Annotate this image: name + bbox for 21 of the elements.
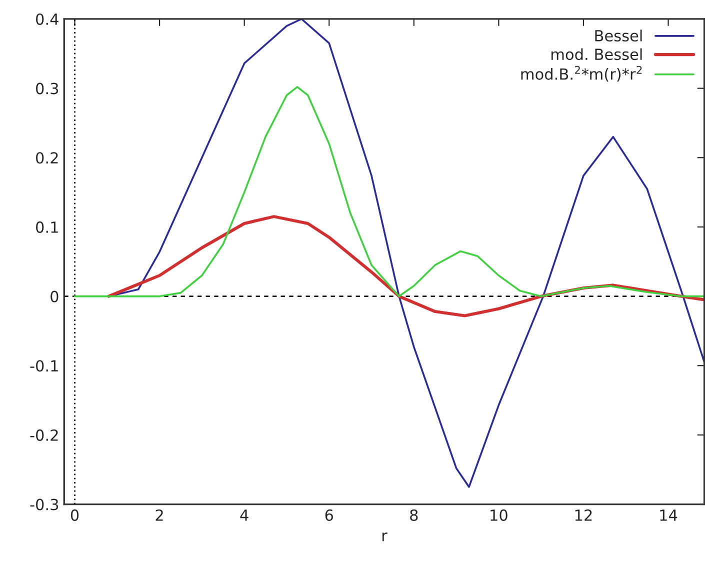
x-tick-label: 6 bbox=[325, 509, 334, 521]
x-tick-label: 2 bbox=[156, 509, 163, 521]
y-tick-label: -0.2 bbox=[30, 429, 58, 441]
y-tick-label: 0 bbox=[50, 290, 58, 302]
y-tick-label: 0.2 bbox=[36, 152, 58, 164]
line-series bbox=[74, 86, 704, 298]
x-axis-title: r bbox=[382, 532, 388, 542]
x-tick-label: 8 bbox=[410, 509, 418, 521]
x-tick-label: 14 bbox=[660, 510, 678, 521]
x-tick-label: 10 bbox=[490, 509, 508, 521]
legend-label: Bessel bbox=[595, 30, 642, 42]
x-tick-label: 4 bbox=[240, 510, 248, 521]
x-tick-label: 0 bbox=[70, 509, 79, 521]
legend-label: mod.B.$^{2}$*m(r)*r$^{2}$ bbox=[521, 66, 642, 82]
y-tick-label: -0.1 bbox=[30, 360, 58, 372]
y-tick-label: 0.3 bbox=[36, 82, 58, 94]
x-tick-label: 12 bbox=[575, 509, 592, 521]
legend-label: mod. Bessel bbox=[551, 48, 642, 60]
y-tick-label: 0.4 bbox=[36, 13, 58, 25]
y-tick-label: 0.1 bbox=[36, 221, 58, 233]
y-tick-label: -0.3 bbox=[30, 498, 58, 510]
